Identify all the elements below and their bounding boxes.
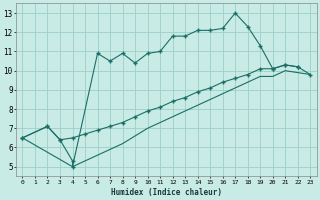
X-axis label: Humidex (Indice chaleur): Humidex (Indice chaleur) — [111, 188, 222, 197]
